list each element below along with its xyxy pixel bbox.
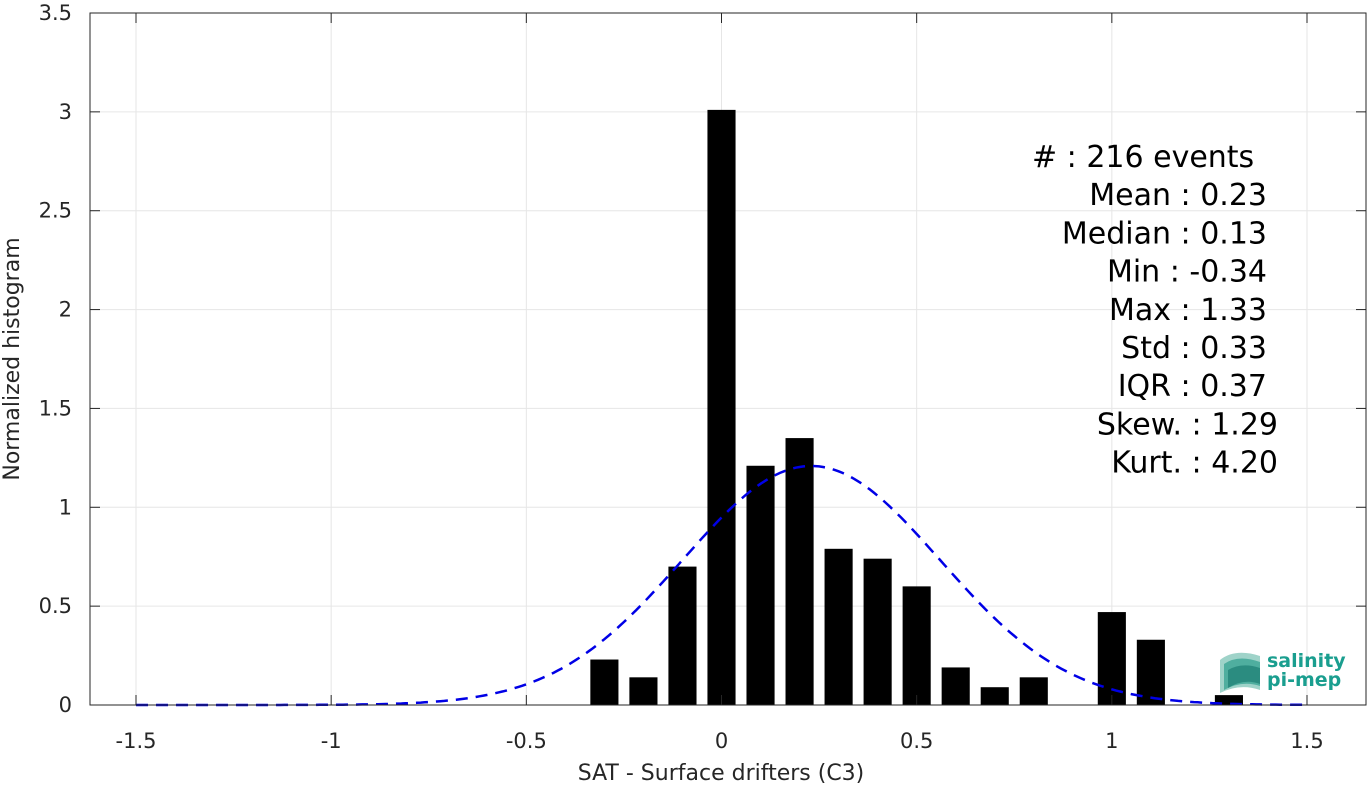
stat-line: Kurt. : 4.20 (1111, 446, 1278, 481)
x-tick-label: 1.5 (1290, 729, 1323, 753)
y-tick-label: 0 (59, 693, 72, 717)
stat-line: Min : -0.34 (1107, 255, 1267, 290)
plot-frame (89, 12, 1367, 706)
y-axis-label: Normalized histogram (0, 237, 25, 480)
histogram-bar (980, 687, 1009, 705)
stat-line: IQR : 0.37 (1118, 369, 1267, 404)
histogram-bar (1136, 639, 1165, 705)
histogram-bar (629, 677, 658, 705)
histogram-bar (941, 667, 970, 705)
y-tick-label: 1.5 (39, 396, 72, 420)
stat-line: Median : 0.13 (1062, 216, 1267, 251)
stat-line: Max : 1.33 (1109, 293, 1267, 328)
histogram-bar (746, 465, 775, 705)
stat-line: Mean : 0.23 (1089, 178, 1267, 213)
logo-text-salinity: salinity (1267, 650, 1346, 672)
logo-text-pi-mep: pi-mep (1267, 669, 1341, 691)
x-tick-label: -0.5 (506, 729, 547, 753)
normal-fit-curve (136, 464, 1308, 707)
y-tick-label: 2 (59, 298, 72, 322)
stat-line: Skew. : 1.29 (1097, 407, 1278, 442)
y-tick-label: 3.5 (39, 1, 72, 25)
y-tick-label: 2.5 (39, 199, 72, 223)
stat-line: Std : 0.33 (1121, 331, 1267, 366)
histogram-bar (1214, 695, 1243, 705)
histogram-bar (668, 566, 697, 705)
histogram-bar (902, 586, 931, 705)
salinity-pi-mep-logo: salinity pi-mep (1220, 650, 1346, 693)
x-tick-label: 0 (715, 729, 728, 753)
y-axis-ticks: 0 0.5 1 1.5 2 2.5 3 3.5 (39, 1, 1366, 717)
x-axis-label: SAT - Surface drifters (C3) (578, 761, 865, 785)
stat-line: # : 216 events (1032, 140, 1254, 175)
histogram-bar (707, 109, 736, 705)
x-tick-label: -1.5 (116, 729, 157, 753)
x-axis-ticks: -1.5 -1 -0.5 0 0.5 1 1.5 (116, 13, 1324, 753)
x-tick-label: -1 (321, 729, 342, 753)
histogram-bars (590, 109, 1243, 705)
y-tick-label: 3 (59, 100, 72, 124)
x-tick-label: 1 (1105, 729, 1118, 753)
histogram-bar (824, 548, 853, 705)
histogram-bar (785, 438, 814, 705)
wave-logo-icon (1220, 652, 1260, 693)
histogram-bar (590, 659, 619, 705)
y-tick-label: 1 (59, 495, 72, 519)
histogram-bar (863, 558, 892, 705)
y-tick-label: 0.5 (39, 594, 72, 618)
histogram-bar (1019, 677, 1048, 705)
x-tick-label: 0.5 (900, 729, 933, 753)
